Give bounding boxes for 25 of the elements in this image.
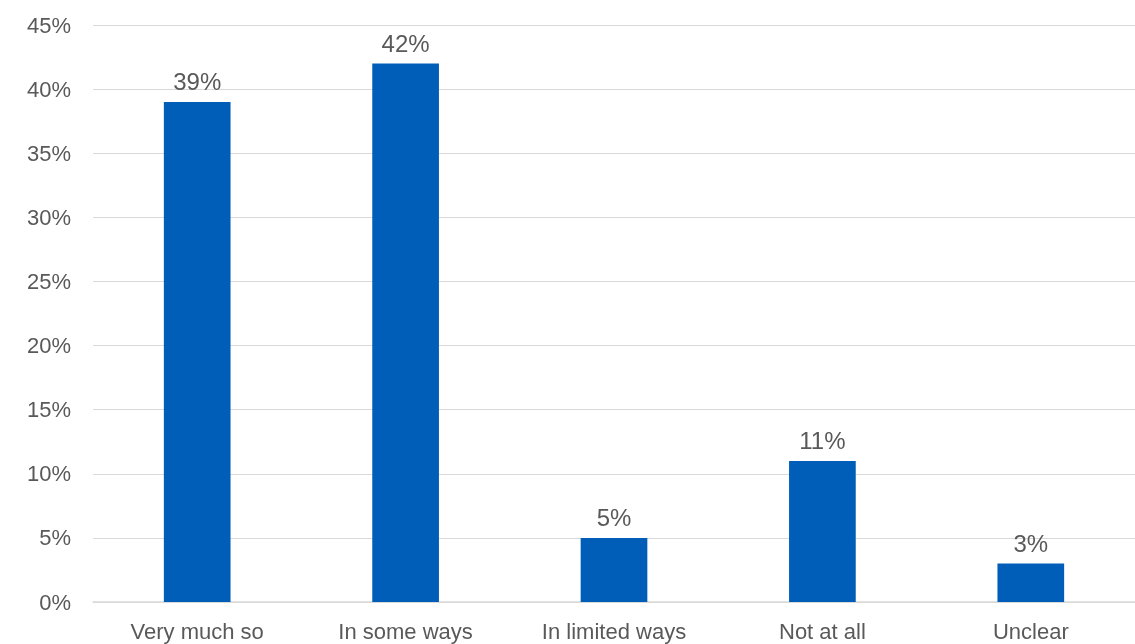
bar (163, 101, 231, 602)
y-tick-label: 25% (26, 268, 71, 294)
x-tick-label: Very much so (130, 618, 264, 644)
x-tick-label: In limited ways (541, 618, 687, 644)
x-tick-label: In some ways (338, 618, 473, 644)
bar (997, 563, 1065, 602)
y-tick-label: 10% (26, 461, 71, 487)
data-label: 11% (799, 427, 846, 455)
y-tick-label: 35% (26, 140, 71, 166)
y-tick-label: 40% (26, 76, 71, 102)
data-label: 5% (596, 504, 632, 532)
y-tick-label: 0% (39, 589, 71, 615)
data-label: 42% (381, 29, 430, 57)
y-tick-label: 30% (26, 204, 71, 230)
y-tick-label: 20% (26, 333, 71, 359)
data-label: 3% (1013, 530, 1049, 558)
data-label: 39% (173, 68, 222, 96)
bar (580, 537, 648, 602)
x-tick-label: Not at all (778, 618, 866, 644)
bar (789, 460, 856, 602)
y-tick-label: 5% (39, 525, 71, 551)
y-tick-label: 45% (26, 12, 71, 38)
x-tick-label: Unclear (992, 618, 1069, 644)
bar (372, 63, 439, 602)
y-tick-label: 15% (26, 397, 71, 423)
